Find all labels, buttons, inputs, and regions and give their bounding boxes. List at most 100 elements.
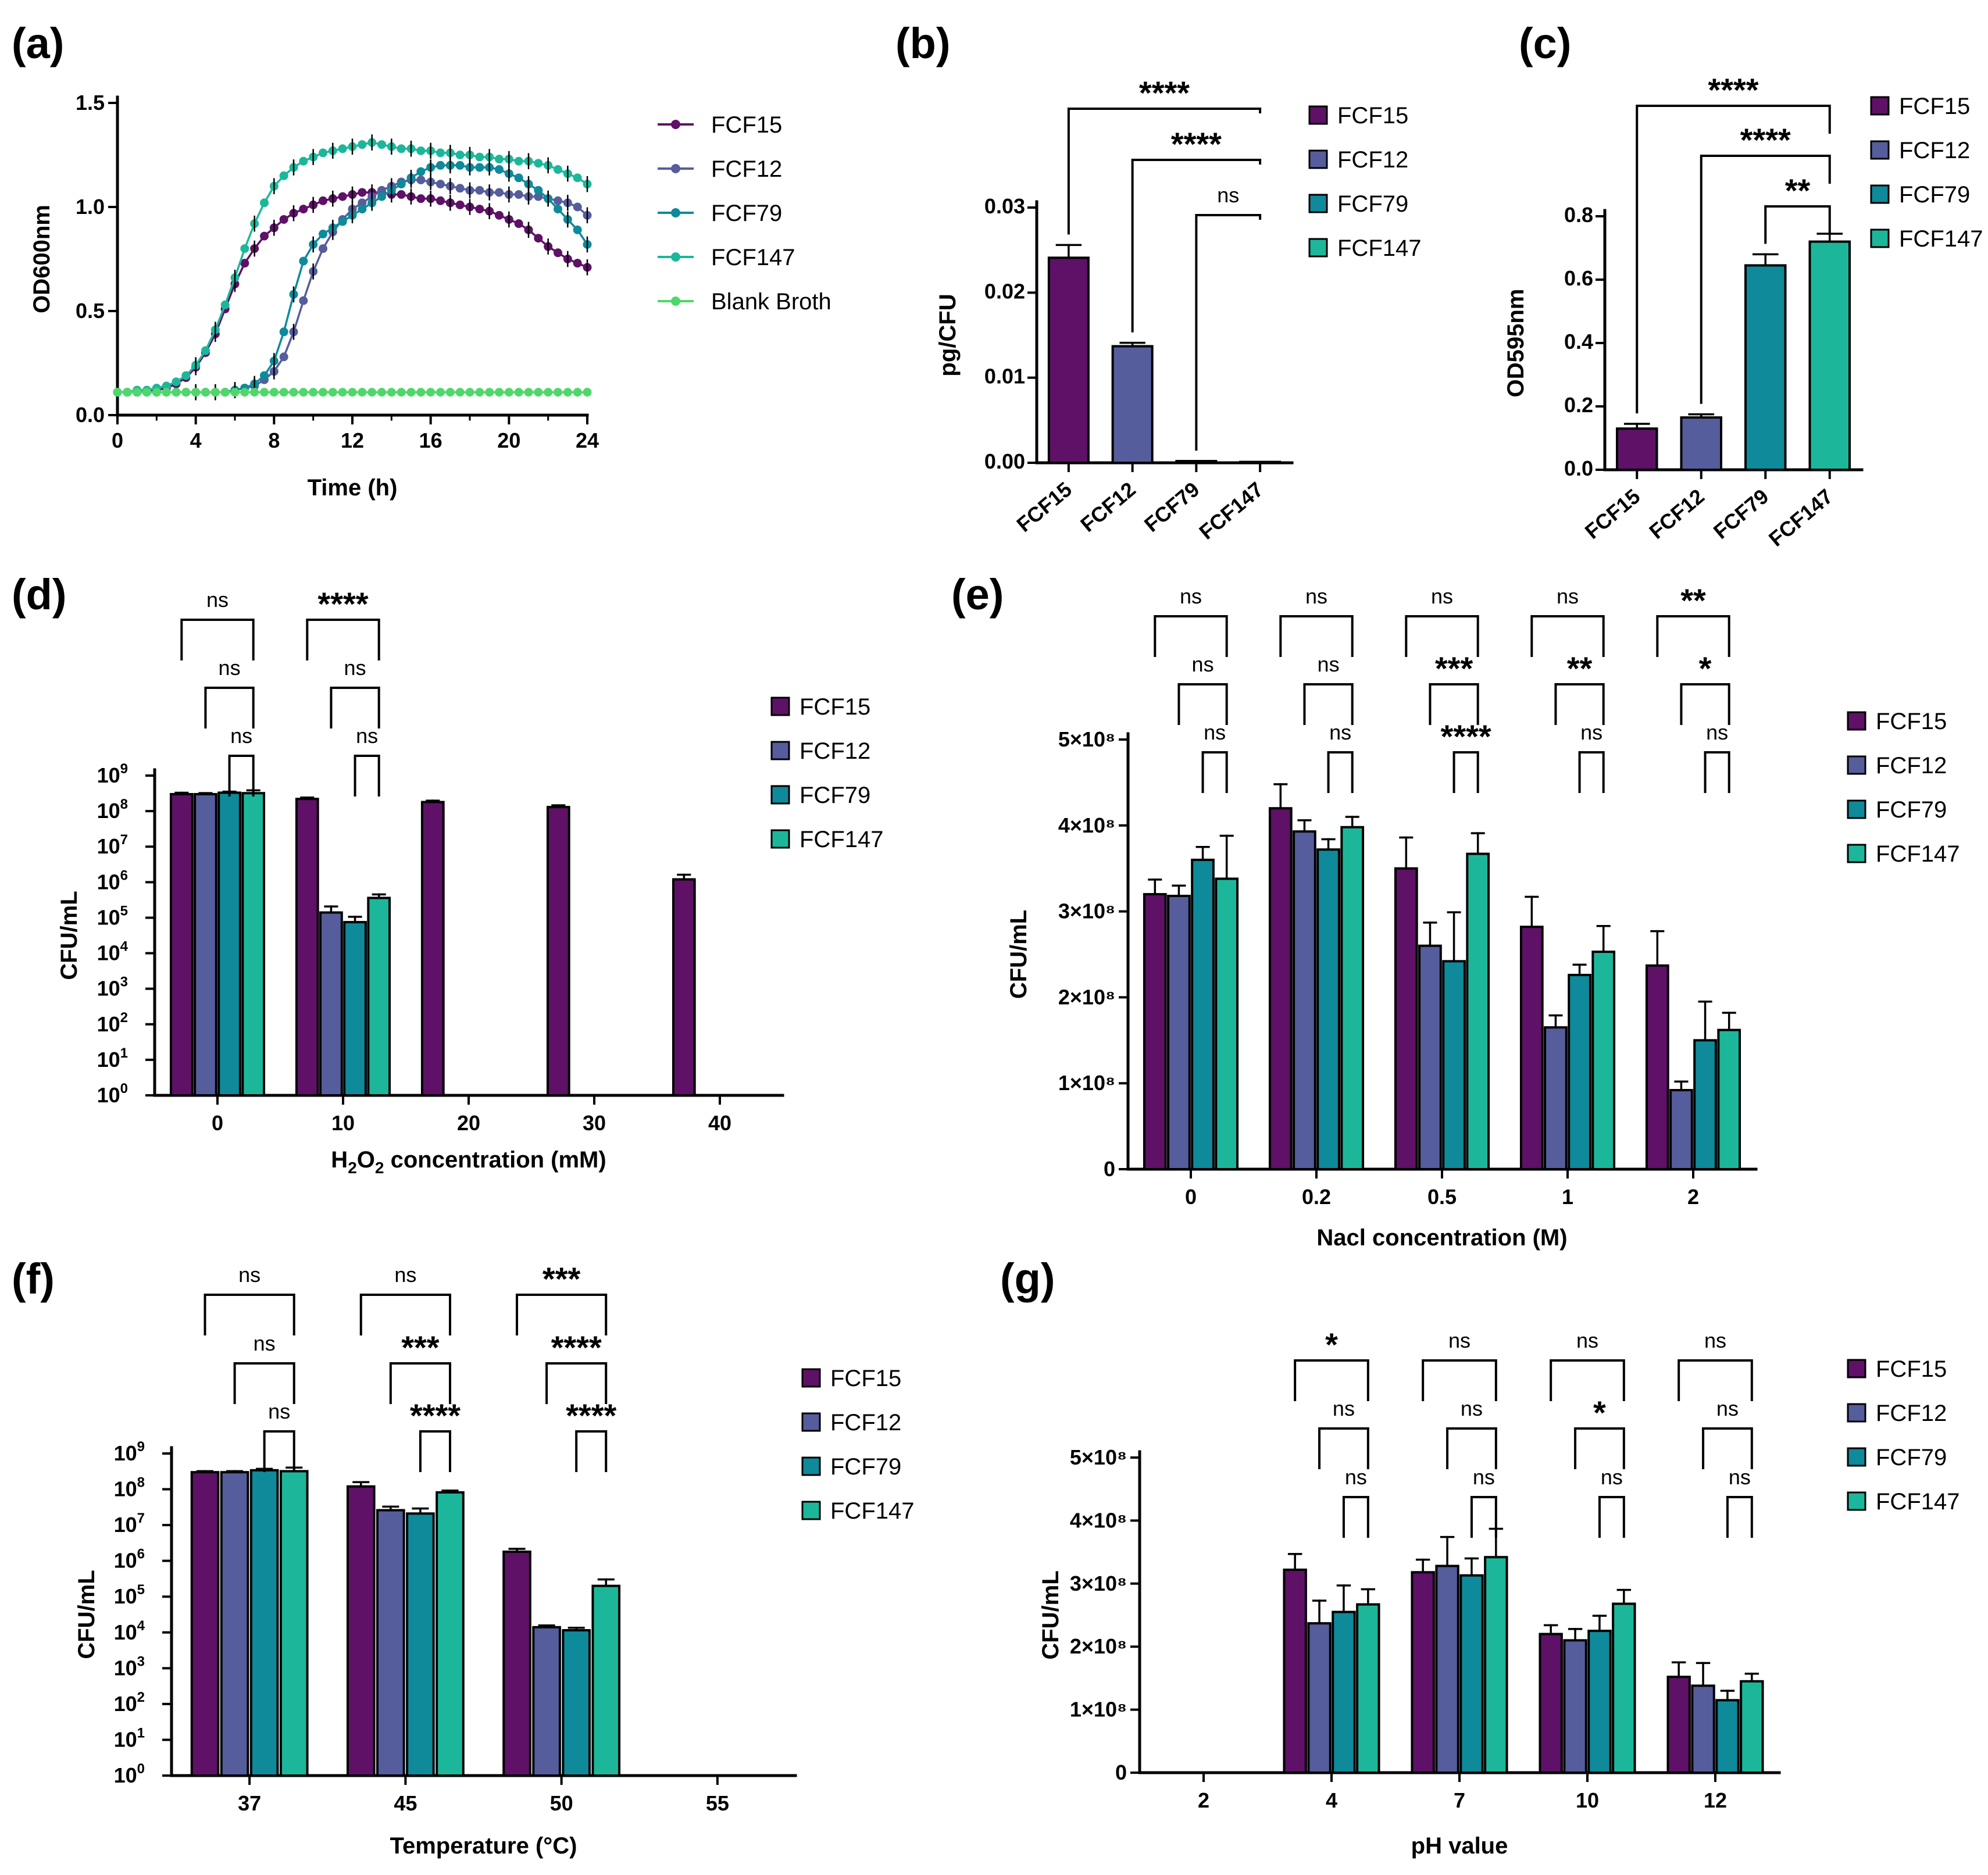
a-point-Blank Broth — [191, 388, 201, 397]
e-bar-FCF15-0_2 — [1268, 807, 1293, 1170]
d-xtick-label-30: 30 — [583, 1111, 606, 1135]
f-comparison-3-label: ns — [394, 1263, 416, 1287]
a-point-Blank Broth — [504, 388, 513, 397]
d-comparison-5-bracket — [354, 755, 380, 797]
a-point-FCF15 — [358, 188, 367, 197]
f-comparison-5-label: **** — [410, 1397, 461, 1434]
d-comparison-2-label: ns — [230, 724, 252, 748]
f-bar-FCF147-50 — [591, 1584, 621, 1777]
e-comparison-4-bracket — [1303, 683, 1354, 725]
d-comparison-2-bracket — [228, 755, 255, 797]
g-ytick-label: 3×10⁸ — [1070, 1572, 1127, 1595]
a-point-FCF79 — [338, 217, 347, 226]
a-point-FCF147 — [554, 165, 562, 174]
a-point-FCF15 — [573, 259, 582, 268]
a-point-Blank Broth — [142, 388, 151, 397]
e-comparison-14-label: ns — [1706, 720, 1728, 744]
d-ytick-label: 105 — [97, 903, 128, 929]
a-point-Blank Broth — [309, 388, 318, 397]
panel-label-d: (d) — [12, 570, 67, 619]
c-comparison-0-label: **** — [1708, 72, 1758, 108]
g-comparison-2-bracket — [1342, 1496, 1369, 1538]
f-comparison-8-label: **** — [566, 1397, 616, 1434]
legend-label-FCF147: FCF147 — [711, 245, 795, 270]
a-point-Blank Broth — [445, 388, 455, 397]
e-xtick-label-0: 0 — [1185, 1185, 1197, 1209]
a-point-Blank Broth — [123, 388, 132, 397]
f-bar-FCF12-50 — [532, 1626, 561, 1777]
a-ytick-label: 0.5 — [76, 299, 105, 323]
a-point-Blank Broth — [416, 388, 426, 397]
e-comparison-1-label: ns — [1192, 652, 1214, 676]
g-bar-FCF15-4 — [1283, 1568, 1307, 1774]
a-xtick-label: 12 — [341, 428, 364, 452]
f-comparison-7-bracket — [545, 1362, 608, 1404]
a-point-FCF15 — [534, 234, 543, 243]
legend-marker-Blank Broth — [671, 297, 680, 306]
e-ytick-label: 3×10⁸ — [1058, 899, 1115, 923]
e-comparison-6-label: ns — [1431, 584, 1453, 608]
d-xtick-label-0: 0 — [212, 1111, 223, 1135]
legend-swatch-FCF79 — [770, 785, 790, 805]
c-xtick-label-FCF147: FCF147 — [1764, 484, 1837, 551]
e-comparison-12-bracket — [1656, 615, 1730, 657]
a-point-FCF147 — [260, 198, 269, 208]
c-ytick-label: 0.2 — [1564, 393, 1593, 417]
a-point-Blank Broth — [210, 388, 220, 397]
f-comparison-4-label: *** — [401, 1329, 440, 1366]
e-bar-FCF79-1 — [1568, 973, 1591, 1171]
d-bar-FCF79-10 — [343, 921, 367, 1097]
e-bar-FCF15-0_5 — [1394, 867, 1418, 1170]
g-ytick-label: 1×10⁸ — [1070, 1698, 1127, 1722]
legend-label-FCF79: FCF79 — [800, 783, 870, 808]
a-point-Blank Broth — [563, 388, 572, 397]
a-point-Blank Broth — [544, 388, 553, 397]
c-xtick-label-FCF15: FCF15 — [1580, 484, 1645, 544]
c-xtick-label-FCF12: FCF12 — [1644, 484, 1709, 544]
g-bar-FCF79-7 — [1459, 1574, 1484, 1774]
d-bar-FCF15-20 — [420, 801, 445, 1097]
d-x-axis-title: H2O2 concentration (mM) — [331, 1147, 606, 1177]
a-point-Blank Broth — [338, 388, 347, 397]
a-point-FCF12 — [358, 198, 367, 208]
d-xtick-label-40: 40 — [708, 1111, 731, 1135]
legend-swatch-FCF79 — [1847, 1447, 1866, 1467]
g-comparison-10-bracket — [1702, 1427, 1753, 1469]
f-ytick-label: 105 — [114, 1582, 145, 1608]
legend-swatch-FCF147 — [770, 829, 790, 849]
f-xtick-label-55: 55 — [706, 1791, 729, 1815]
d-comparison-3-bracket — [306, 619, 380, 660]
a-point-FCF147 — [172, 377, 181, 387]
g-comparison-2-label: ns — [1345, 1465, 1367, 1489]
f-ytick-label: 100 — [114, 1761, 145, 1787]
legend-marker-FCF15 — [671, 120, 680, 129]
a-point-FCF79 — [279, 327, 288, 337]
e-y-axis-title: CFU/mL — [1006, 910, 1032, 999]
a-point-FCF12 — [534, 192, 543, 201]
e-comparison-8-label: **** — [1441, 718, 1491, 755]
d-ytick-label: 103 — [97, 974, 128, 1001]
legend-swatch-FCF12 — [801, 1412, 821, 1432]
legend-label-FCF147: FCF147 — [1876, 1489, 1960, 1515]
e-ytick-label: 2×10⁸ — [1058, 985, 1115, 1009]
a-point-FCF12 — [279, 352, 288, 362]
c-ytick-label: 0.4 — [1564, 330, 1593, 353]
a-point-FCF79 — [554, 205, 562, 214]
a-point-FCF79 — [319, 230, 327, 239]
legend-swatch-FCF147 — [1847, 1491, 1866, 1511]
g-ytick-label: 2×10⁸ — [1070, 1634, 1127, 1658]
e-x-axis-title: Nacl concentration (M) — [1316, 1225, 1567, 1251]
e-comparison-10-bracket — [1554, 683, 1605, 725]
legend-label-FCF79: FCF79 — [1876, 797, 1947, 823]
f-bar-FCF147-45 — [436, 1491, 465, 1777]
a-point-Blank Broth — [162, 388, 171, 397]
c-bar-FCF12 — [1680, 416, 1723, 472]
e-bar-FCF15-1 — [1519, 926, 1544, 1170]
g-ytick-label: 4×10⁸ — [1070, 1508, 1127, 1532]
a-point-FCF79 — [260, 371, 269, 380]
f-ytick-label: 103 — [114, 1653, 145, 1680]
f-xtick-label-50: 50 — [550, 1791, 573, 1815]
f-xtick-label-37: 37 — [238, 1791, 261, 1815]
g-y-axis-title: CFU/mL — [1038, 1570, 1063, 1659]
a-point-Blank Broth — [524, 388, 533, 397]
